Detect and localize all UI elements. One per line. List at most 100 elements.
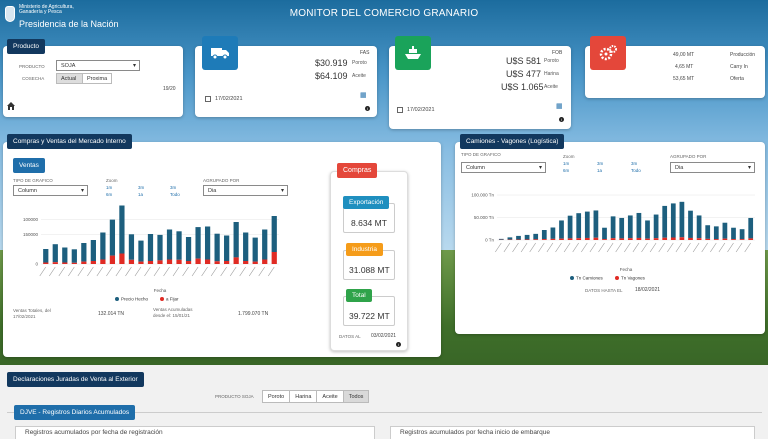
zoom-todo[interactable]: Todo bbox=[170, 192, 180, 197]
cam-zoom-1m[interactable]: 1m bbox=[563, 161, 570, 166]
cam-tipo-select[interactable]: Column ▾ bbox=[461, 162, 546, 173]
bar-a-fijar bbox=[138, 261, 144, 264]
zoom-1a[interactable]: 1a bbox=[138, 192, 144, 197]
cam-agrupado-select[interactable]: Dia ▾ bbox=[670, 162, 755, 173]
compras-datos-label: DATOS AL bbox=[339, 334, 361, 339]
bar-tn-vagones bbox=[679, 237, 685, 240]
decl-aceite-button[interactable]: Aceite bbox=[316, 390, 344, 403]
cosecha-actual-button[interactable]: Actual bbox=[56, 73, 83, 84]
bar-a-fijar bbox=[243, 261, 249, 264]
carry-in-label: Carry In bbox=[730, 64, 748, 70]
bar-tn-camiones bbox=[748, 217, 754, 239]
tipo-grafico-select[interactable]: Column ▾ bbox=[13, 185, 88, 196]
bar-a-fijar bbox=[147, 261, 154, 264]
declaraciones-tab: Declaraciones Juradas de Venta al Exteri… bbox=[7, 372, 144, 387]
bar-a-fijar bbox=[71, 262, 77, 264]
producto-select[interactable]: SOJA ▾ bbox=[56, 60, 140, 71]
bar-precio-hecho bbox=[43, 249, 49, 263]
page-title: MONITOR DEL COMERCIO GRANARIO bbox=[289, 8, 479, 19]
djve-section bbox=[7, 412, 762, 439]
bar-a-fijar bbox=[195, 258, 201, 264]
legend-label: a Fijar bbox=[166, 297, 179, 302]
legend-label: Tn Camiones bbox=[576, 276, 604, 281]
cam-zoom-6m[interactable]: 6m bbox=[563, 168, 570, 173]
bar-tn-vagones bbox=[619, 238, 625, 240]
bar-tn-camiones bbox=[739, 229, 745, 240]
x-tick-label bbox=[598, 242, 605, 253]
tipo-grafico-label: TIPO DE GRAFICO bbox=[13, 178, 53, 183]
fas-date: 17/02/2021 bbox=[215, 96, 243, 102]
bar-precio-hecho bbox=[52, 244, 58, 263]
x-tick-label bbox=[735, 242, 743, 253]
bar-precio-hecho bbox=[138, 240, 144, 262]
producto-card: PRODUCTO SOJA ▾ COSECHA Actual Proxima 1… bbox=[3, 46, 183, 117]
cam-zoom-label: Zoom bbox=[563, 154, 575, 159]
compras-tab: Compras bbox=[337, 163, 378, 178]
bar-tn-camiones bbox=[541, 230, 547, 240]
x-tick-label bbox=[727, 242, 734, 253]
y-tick-label: 100.000 Tn bbox=[471, 193, 494, 198]
chevron-down-icon: ▾ bbox=[747, 165, 751, 171]
chart-icon[interactable]: ▦ bbox=[556, 103, 563, 110]
agrupado-select[interactable]: Dia ▾ bbox=[203, 185, 288, 196]
info-icon[interactable]: i bbox=[396, 342, 401, 347]
bar-tn-camiones bbox=[516, 235, 521, 240]
bar-a-fijar bbox=[176, 259, 182, 264]
bar-tn-camiones bbox=[722, 222, 728, 239]
bar-tn-vagones bbox=[731, 239, 736, 240]
compras-ventas-tab: Compras y Ventas del Mercado Interno bbox=[7, 134, 132, 149]
legend-label: Precio Hecho bbox=[121, 297, 149, 302]
x-tick-label bbox=[546, 242, 554, 253]
bar-tn-vagones bbox=[567, 238, 573, 240]
cosecha-proxima-button[interactable]: Proxima bbox=[82, 73, 112, 84]
bar-precio-hecho bbox=[224, 235, 230, 261]
coat-of-arms-logo bbox=[5, 6, 15, 22]
ventas-tab[interactable]: Ventas bbox=[13, 158, 45, 173]
cam-zoom-1a[interactable]: 1a bbox=[597, 168, 603, 173]
x-tick-label bbox=[555, 242, 562, 253]
zoom-3m[interactable]: 3m bbox=[138, 185, 145, 190]
x-tick-label bbox=[632, 242, 640, 253]
ventas-chart: 100000 150000 0 Fecha Precio Hecho a Fijar bbox=[23, 205, 279, 302]
bar-tn-camiones bbox=[670, 203, 676, 238]
bar-a-fijar bbox=[224, 261, 230, 264]
x-tick-label bbox=[229, 266, 237, 277]
cam-zoom-3m[interactable]: 3m bbox=[597, 161, 604, 166]
x-tick-label bbox=[125, 266, 132, 277]
zoom-1m[interactable]: 1m bbox=[106, 185, 113, 190]
zoom-6m[interactable]: 6m bbox=[106, 192, 113, 197]
bar-tn-camiones bbox=[533, 233, 539, 240]
cam-zoom-3m-b[interactable]: 3m bbox=[631, 161, 638, 166]
x-tick-label bbox=[624, 242, 631, 253]
carry-in-value: 4,65 MT bbox=[675, 64, 694, 70]
bar-tn-camiones bbox=[567, 215, 573, 239]
bar-tn-camiones bbox=[584, 211, 590, 238]
chart-icon[interactable]: ▦ bbox=[360, 92, 367, 99]
decl-harina-button[interactable]: Harina bbox=[289, 390, 318, 403]
x-tick-label bbox=[191, 266, 199, 277]
x-tick-label bbox=[39, 266, 47, 277]
zoom-label: Zoom bbox=[106, 178, 118, 183]
x-tick-label bbox=[744, 242, 751, 253]
y-tick-label: 0 Tn bbox=[485, 238, 494, 243]
bar-precio-hecho bbox=[109, 219, 116, 256]
fob-date: 17/02/2021 bbox=[407, 107, 435, 113]
x-tick-label bbox=[710, 242, 717, 253]
bar-tn-vagones bbox=[662, 237, 668, 240]
info-icon[interactable]: i bbox=[559, 117, 564, 122]
bar-precio-hecho bbox=[262, 229, 268, 260]
decl-todos-button[interactable]: Todos bbox=[342, 390, 370, 403]
cam-zoom-todo[interactable]: Todo bbox=[631, 168, 641, 173]
legend-marker bbox=[615, 276, 619, 280]
compras-panel: 8.634 MT Exportación 31.088 MT Industria… bbox=[330, 171, 408, 351]
home-icon[interactable] bbox=[7, 102, 15, 110]
djve-tab[interactable]: DJVE - Registros Diarios Acumulados bbox=[14, 405, 136, 420]
bar-a-fijar bbox=[109, 255, 116, 264]
fas-aceite-label: Aceite bbox=[352, 73, 366, 79]
info-icon[interactable]: i bbox=[365, 106, 370, 111]
decl-poroto-button[interactable]: Poroto bbox=[262, 390, 291, 403]
camiones-chart: 100.000 Tn 50.000 Tn 0 Tn Fecha Tn Camiones T… bbox=[471, 193, 755, 281]
bar-tn-vagones bbox=[722, 238, 728, 240]
zoom-3m-b[interactable]: 3m bbox=[170, 185, 177, 190]
bar-precio-hecho bbox=[271, 216, 277, 252]
